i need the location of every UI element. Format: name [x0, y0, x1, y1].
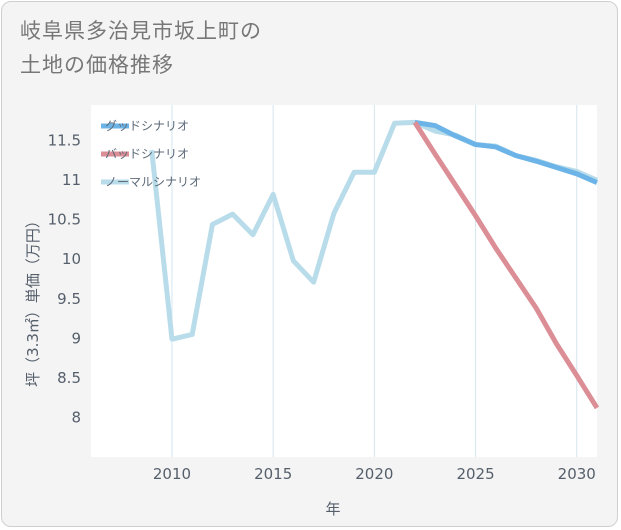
- x-tick-labels: 2010 2015 2020 2025 2030: [153, 465, 596, 483]
- series-line-1: [412, 121, 600, 410]
- x-tick-2030: 2030: [558, 465, 596, 483]
- x-tick-2015: 2015: [254, 465, 292, 483]
- y-tick-8: 8: [71, 408, 81, 426]
- x-tick-2020: 2020: [355, 465, 393, 483]
- plot-area: [91, 105, 597, 457]
- series-lines: [149, 119, 600, 410]
- y-tick-11-5: 11.5: [48, 132, 81, 150]
- grid: [171, 105, 578, 457]
- legend-label-2: ノーマルシナリオ: [105, 175, 201, 189]
- chart-title: 岐阜県多治見市坂上町の 土地の価格推移: [20, 14, 420, 82]
- legend-label-1: バッドシナリオ: [105, 147, 189, 161]
- x-tick-2025: 2025: [456, 465, 494, 483]
- y-tick-labels: 8 8.5 9 9.5 10 10.5 11 11.5: [48, 132, 81, 427]
- x-tick-2010: 2010: [153, 465, 191, 483]
- y-tick-11: 11: [62, 171, 81, 189]
- y-tick-10-5: 10.5: [48, 211, 81, 229]
- y-axis-title: 坪（3.3㎡）単価（万円）: [24, 213, 42, 387]
- x-axis-title: 年: [325, 500, 340, 518]
- chart-title-line2: 土地の価格推移: [20, 53, 174, 77]
- y-tick-9: 9: [71, 329, 81, 347]
- y-tick-8-5: 8.5: [57, 369, 81, 387]
- series-line-0: [414, 119, 598, 185]
- chart-title-line1: 岐阜県多治見市坂上町の: [20, 19, 262, 43]
- y-tick-9-5: 9.5: [57, 290, 81, 308]
- legend-label-0: グッドシナリオ: [105, 119, 189, 133]
- y-tick-10: 10: [62, 250, 81, 268]
